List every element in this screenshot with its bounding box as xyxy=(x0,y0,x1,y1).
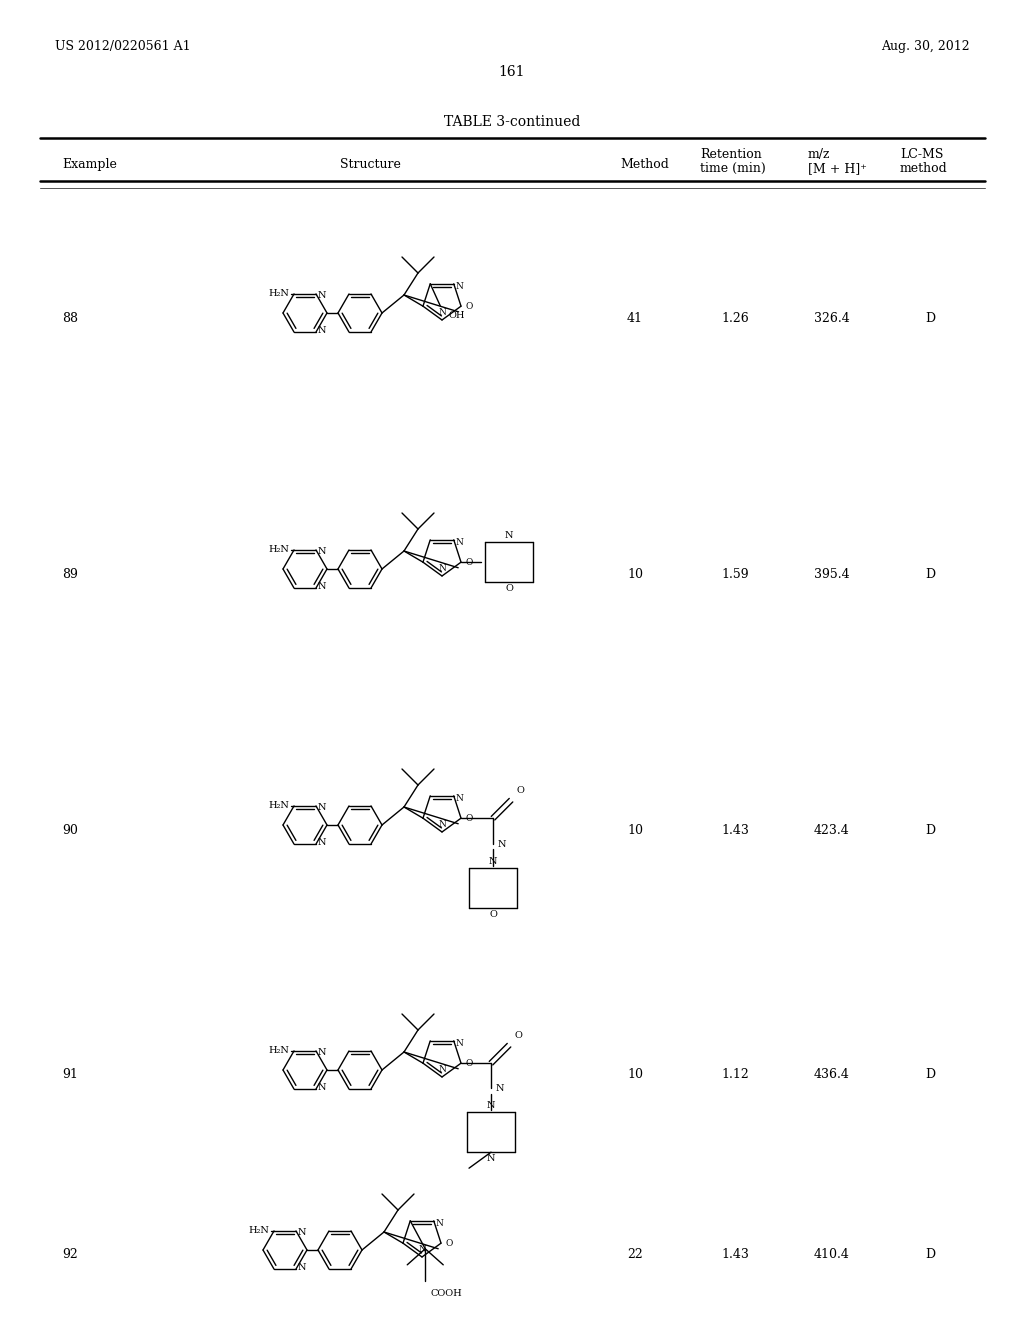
Text: N: N xyxy=(486,1101,496,1110)
Text: 1.43: 1.43 xyxy=(721,824,749,837)
Text: N: N xyxy=(486,1154,496,1163)
Text: O: O xyxy=(505,585,513,593)
Text: N: N xyxy=(456,1039,464,1048)
Text: 89: 89 xyxy=(62,568,78,581)
Text: N: N xyxy=(318,582,327,591)
Text: H₂N: H₂N xyxy=(268,801,289,810)
Text: H₂N: H₂N xyxy=(248,1226,269,1236)
Text: H₂N: H₂N xyxy=(268,1047,289,1056)
Text: D: D xyxy=(925,568,935,581)
Text: 1.59: 1.59 xyxy=(721,568,749,581)
Text: N: N xyxy=(318,1048,327,1057)
Text: method: method xyxy=(900,162,948,176)
Text: N: N xyxy=(438,1065,445,1074)
Text: H₂N: H₂N xyxy=(268,289,289,298)
Text: 436.4: 436.4 xyxy=(814,1068,850,1081)
Text: OH: OH xyxy=(449,310,465,319)
Text: Method: Method xyxy=(620,158,669,172)
Text: N: N xyxy=(318,803,327,812)
Text: Example: Example xyxy=(62,158,117,172)
Text: N: N xyxy=(318,290,327,300)
Text: US 2012/0220561 A1: US 2012/0220561 A1 xyxy=(55,40,190,53)
Text: O: O xyxy=(489,911,497,919)
Text: 90: 90 xyxy=(62,824,78,837)
Text: COOH: COOH xyxy=(430,1288,462,1298)
Text: N: N xyxy=(418,1245,426,1254)
Text: O: O xyxy=(516,787,524,795)
Text: O: O xyxy=(514,1031,522,1040)
Text: 10: 10 xyxy=(627,568,643,581)
Text: 423.4: 423.4 xyxy=(814,824,850,837)
Text: H₂N: H₂N xyxy=(268,545,289,554)
Text: N: N xyxy=(498,840,507,849)
Text: N: N xyxy=(496,1084,505,1093)
Text: N: N xyxy=(456,537,464,546)
Text: N: N xyxy=(318,838,327,847)
Text: O: O xyxy=(465,302,472,310)
Text: 88: 88 xyxy=(62,312,78,325)
Text: D: D xyxy=(925,824,935,837)
Text: N: N xyxy=(436,1218,443,1228)
Text: time (min): time (min) xyxy=(700,162,766,176)
Text: 161: 161 xyxy=(499,65,525,79)
Text: LC-MS: LC-MS xyxy=(900,148,943,161)
Text: N: N xyxy=(318,326,327,335)
Text: Aug. 30, 2012: Aug. 30, 2012 xyxy=(882,40,970,53)
Text: 395.4: 395.4 xyxy=(814,568,850,581)
Text: N: N xyxy=(318,1082,327,1092)
Text: D: D xyxy=(925,1068,935,1081)
Text: 1.12: 1.12 xyxy=(721,1068,749,1081)
Text: 91: 91 xyxy=(62,1068,78,1081)
Text: N: N xyxy=(456,793,464,803)
Text: 10: 10 xyxy=(627,1068,643,1081)
Text: m/z: m/z xyxy=(808,148,830,161)
Text: Structure: Structure xyxy=(340,158,400,172)
Text: N: N xyxy=(298,1263,306,1272)
Text: N: N xyxy=(438,308,445,317)
Text: N: N xyxy=(438,820,445,829)
Text: N: N xyxy=(456,281,464,290)
Text: O: O xyxy=(465,1059,472,1068)
Text: 22: 22 xyxy=(627,1249,643,1262)
Text: N: N xyxy=(505,531,513,540)
Text: TABLE 3-continued: TABLE 3-continued xyxy=(443,115,581,129)
Text: D: D xyxy=(925,1249,935,1262)
Text: 410.4: 410.4 xyxy=(814,1249,850,1262)
Text: 92: 92 xyxy=(62,1249,78,1262)
Text: O: O xyxy=(465,813,472,822)
Text: D: D xyxy=(925,312,935,325)
Text: Retention: Retention xyxy=(700,148,762,161)
Text: N: N xyxy=(438,564,445,573)
Text: [M + H]⁺: [M + H]⁺ xyxy=(808,162,867,176)
Text: 10: 10 xyxy=(627,824,643,837)
Text: 1.43: 1.43 xyxy=(721,1249,749,1262)
Text: 1.26: 1.26 xyxy=(721,312,749,325)
Text: N: N xyxy=(298,1228,306,1237)
Text: 41: 41 xyxy=(627,312,643,325)
Text: N: N xyxy=(488,857,498,866)
Text: 326.4: 326.4 xyxy=(814,312,850,325)
Text: O: O xyxy=(445,1238,453,1247)
Text: O: O xyxy=(465,557,472,566)
Text: N: N xyxy=(318,546,327,556)
